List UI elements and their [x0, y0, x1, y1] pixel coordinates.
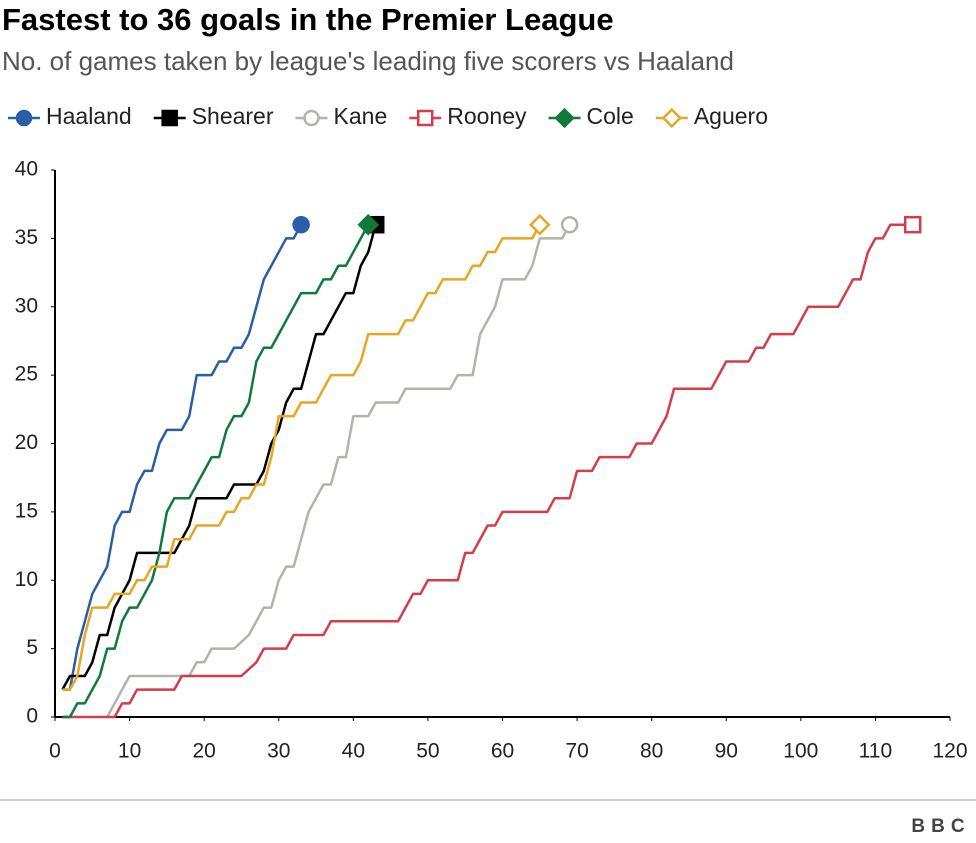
chart-title: Fastest to 36 goals in the Premier Leagu…: [2, 2, 614, 37]
source-logo: BBC: [911, 816, 970, 837]
series-line: [62, 224, 370, 719]
y-tick-label: 25: [15, 363, 38, 386]
y-tick-label: 30: [15, 294, 38, 317]
legend-label: Shearer: [192, 103, 274, 129]
x-tick-label: 120: [932, 740, 967, 763]
series-line: [61, 224, 377, 691]
y-tick-label: 40: [15, 158, 38, 181]
x-tick-label: 80: [640, 740, 663, 763]
series-line: [62, 224, 541, 691]
legend-label: Haaland: [46, 103, 132, 129]
legend-marker: [303, 109, 320, 127]
x-tick-label: 70: [565, 740, 588, 763]
legend-marker: [15, 109, 33, 127]
x-tick-label: 90: [715, 740, 738, 763]
logo-box: [908, 815, 974, 837]
end-marker: [529, 213, 551, 236]
legend-marker: [161, 109, 178, 127]
x-tick-label: 40: [342, 740, 365, 763]
x-tick-label: 50: [416, 740, 439, 763]
y-tick-label: 15: [15, 499, 38, 522]
legend-label: Cole: [587, 103, 634, 129]
series-line: [62, 223, 913, 719]
chart-subtitle: No. of games taken by league's leading f…: [2, 46, 734, 76]
x-tick-label: 110: [859, 740, 892, 763]
y-tick-label: 5: [26, 636, 38, 659]
end-marker: [357, 213, 380, 236]
y-tick-label: 20: [15, 431, 38, 454]
x-tick-label: 30: [267, 740, 290, 763]
end-marker: [903, 215, 922, 234]
legend-label: Kane: [334, 103, 388, 129]
legend-label: Rooney: [447, 103, 527, 129]
x-tick-label: 60: [491, 740, 514, 763]
x-tick-label: 0: [49, 740, 61, 763]
x-tick-label: 20: [192, 740, 215, 763]
y-tick-label: 10: [15, 568, 38, 591]
x-tick-label: 100: [783, 740, 818, 763]
series-line: [62, 224, 303, 691]
end-marker: [560, 215, 579, 234]
y-tick-label: 0: [26, 705, 38, 728]
legend-label: Aguero: [694, 103, 768, 129]
y-tick-label: 35: [15, 226, 38, 249]
legend-marker: [554, 107, 575, 129]
legend-marker: [661, 107, 682, 129]
end-marker: [292, 215, 310, 234]
legend-marker: [416, 109, 434, 127]
x-tick-label: 10: [118, 740, 141, 763]
series-line: [106, 224, 571, 718]
